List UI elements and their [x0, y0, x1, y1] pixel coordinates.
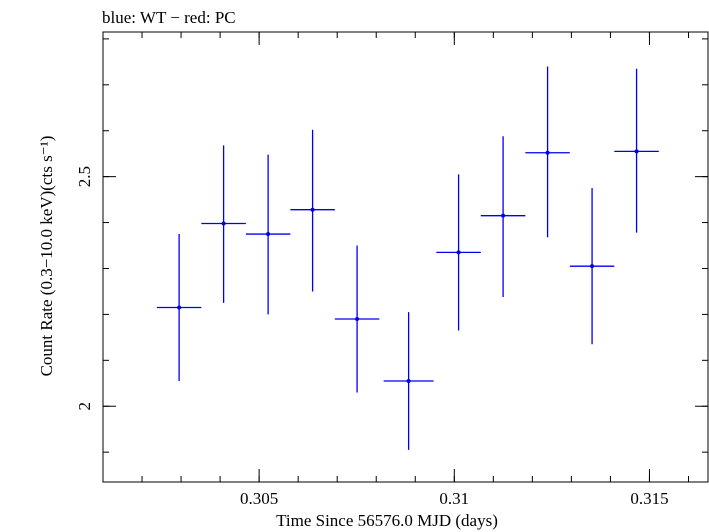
point-marker — [634, 149, 639, 154]
plot-frame — [102, 31, 709, 483]
data-point — [290, 129, 335, 292]
x-tick-label: 0.31 — [439, 489, 469, 508]
data-point — [614, 68, 659, 233]
y-axis-label: Count Rate (0.3−10.0 keV)(cts s⁻¹) — [37, 136, 56, 377]
point-marker — [266, 232, 271, 237]
data-point — [525, 66, 570, 238]
point-marker — [221, 221, 226, 226]
axis-tick-labels: 0.305 0.31 0.315 2 2.5 — [75, 166, 669, 508]
data-series — [156, 66, 659, 450]
axis-ticks — [102, 32, 708, 482]
data-point — [245, 154, 291, 315]
data-point — [334, 245, 380, 393]
point-marker — [501, 213, 506, 218]
point-marker — [406, 378, 411, 383]
chart-title: blue: WT − red: PC — [102, 8, 236, 27]
x-tick-label: 0.315 — [630, 489, 668, 508]
point-marker — [545, 150, 550, 155]
x-tick-label: 0.305 — [240, 489, 278, 508]
point-marker — [590, 264, 595, 269]
point-marker — [456, 250, 461, 255]
y-tick-label: 2.5 — [75, 166, 94, 187]
x-axis-label: Time Since 56576.0 MJD (days) — [276, 511, 498, 530]
data-point — [480, 136, 526, 297]
data-point — [383, 312, 434, 450]
point-marker — [310, 207, 315, 212]
y-tick-label: 2 — [75, 402, 94, 411]
point-marker — [177, 305, 182, 310]
data-point — [569, 188, 615, 345]
data-point — [436, 174, 481, 331]
point-marker — [355, 316, 360, 321]
data-point — [156, 234, 202, 381]
data-point — [201, 145, 246, 303]
